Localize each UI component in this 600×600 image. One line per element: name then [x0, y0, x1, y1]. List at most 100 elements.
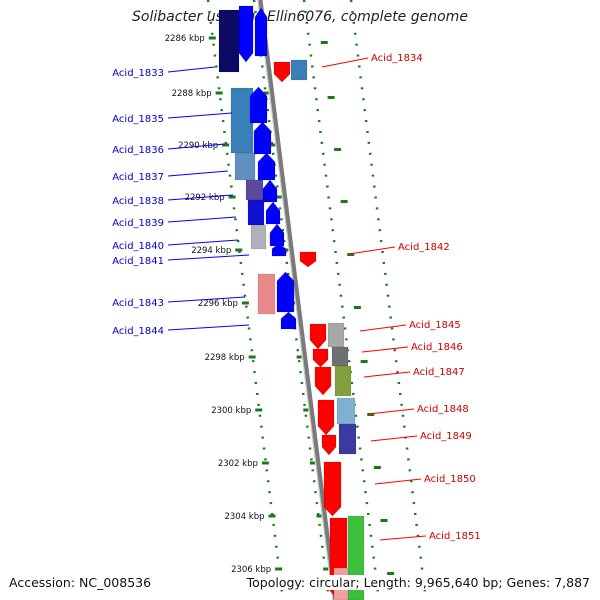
major-tick-right [327, 96, 335, 99]
gene-leader-line [167, 194, 234, 201]
gene-arrow-plus [265, 201, 281, 225]
gene-arrow-minus [273, 61, 291, 83]
major-tick-left [235, 248, 243, 252]
gene-leader-line [167, 112, 233, 119]
major-tick-left [208, 36, 216, 40]
gene-leader-line [379, 535, 427, 541]
cog-box-minus [327, 322, 345, 348]
gene-label-acid-1846[interactable]: Acid_1846 [411, 342, 463, 353]
gene-leader-line [363, 371, 411, 378]
gene-label-acid-1851[interactable]: Acid_1851 [429, 531, 481, 542]
gene-label-acid-1843[interactable]: Acid_1843 [112, 298, 164, 309]
gene-label-acid-1850[interactable]: Acid_1850 [424, 474, 476, 485]
cog-box-plus [257, 273, 276, 315]
gene-arrow-plus [276, 271, 295, 313]
gene-leader-line [370, 435, 418, 442]
gene-arrow-minus [299, 251, 317, 268]
gene-label-acid-1847[interactable]: Acid_1847 [413, 367, 465, 378]
backbone-line [257, 0, 338, 600]
major-tick-right [347, 253, 355, 256]
cog-box-plus [245, 179, 264, 201]
gene-leader-line [167, 66, 216, 73]
map-title: Solibacter usitatus Ellin6076, complete … [132, 9, 468, 25]
major-tick-left [255, 408, 263, 412]
gene-label-acid-1839[interactable]: Acid_1839 [112, 218, 164, 229]
gene-leader-line [167, 170, 229, 177]
major-tick-left [222, 143, 230, 147]
major-tick-right [353, 306, 361, 309]
major-tick-right [334, 148, 342, 151]
kbp-tick-label: 2306 kbp [231, 565, 271, 575]
guide-line-inner-right [302, 0, 381, 600]
major-tick-left [215, 91, 223, 95]
major-tick-inner [316, 514, 322, 518]
gene-arrow-minus [317, 399, 335, 436]
gene-label-acid-1842[interactable]: Acid_1842 [398, 242, 450, 253]
major-tick-right [373, 466, 381, 469]
major-tick-inner [263, 91, 269, 95]
cog-box-minus [290, 59, 308, 81]
gene-arrow-plus [257, 152, 276, 181]
cog-box-plus [234, 152, 256, 181]
gene-leader-line [321, 57, 369, 68]
gene-leader-line [167, 143, 226, 150]
gene-arrow-plus [254, 7, 268, 57]
gene-arrow-minus [314, 366, 332, 396]
cog-box-plus [247, 199, 265, 226]
gene-arrow-minus [312, 348, 329, 368]
kbp-tick-label: 2304 kbp [224, 512, 264, 522]
gene-leader-line [167, 296, 246, 303]
major-tick-inner [296, 355, 302, 359]
gene-leader-line [367, 408, 415, 415]
gene-leader-line [167, 254, 250, 261]
gene-label-acid-1841[interactable]: Acid_1841 [112, 256, 164, 267]
gene-label-acid-1835[interactable]: Acid_1835 [112, 114, 164, 125]
gene-arrow-minus [309, 323, 327, 350]
major-tick-inner [309, 461, 315, 465]
gene-label-acid-1834[interactable]: Acid_1834 [371, 53, 423, 64]
gene-label-acid-1836[interactable]: Acid_1836 [112, 145, 164, 156]
gene-label-acid-1844[interactable]: Acid_1844 [112, 326, 164, 337]
major-tick-left [261, 461, 269, 465]
major-tick-right [367, 413, 375, 416]
gene-arrow-plus [262, 179, 278, 203]
gene-leader-line [348, 246, 396, 255]
gene-arrow-minus [321, 434, 337, 456]
kbp-tick-label: 2294 kbp [191, 246, 231, 256]
gene-label-acid-1833[interactable]: Acid_1833 [112, 68, 164, 79]
gene-leader-line [167, 324, 250, 331]
cog-box-minus [334, 365, 352, 397]
gene-leader-line [167, 216, 237, 223]
gene-leader-line [361, 346, 409, 353]
gene-label-acid-1840[interactable]: Acid_1840 [112, 241, 164, 252]
major-tick-left [228, 195, 236, 199]
gene-leader-line [359, 324, 407, 332]
guide-line-outer-left [206, 0, 285, 600]
gene-arrow-plus [249, 86, 268, 124]
cog-box-minus [336, 397, 356, 425]
kbp-tick-label: 2288 kbp [172, 89, 212, 99]
guide-line-outer-right [349, 0, 428, 600]
gene-arrow-plus [269, 223, 285, 247]
major-tick-right [380, 519, 388, 522]
gene-label-acid-1849[interactable]: Acid_1849 [420, 431, 472, 442]
cog-box-plus [218, 9, 240, 73]
major-tick-left [275, 567, 283, 571]
major-tick-inner [323, 567, 329, 571]
major-tick-inner [276, 195, 282, 199]
gene-label-acid-1838[interactable]: Acid_1838 [112, 196, 164, 207]
gene-arrow-plus [253, 121, 272, 155]
gene-label-acid-1848[interactable]: Acid_1848 [417, 404, 469, 415]
topology-label: Topology: circular; Length: 9,965,640 bp… [246, 575, 590, 590]
gene-leader-line [374, 478, 422, 485]
gene-label-acid-1845[interactable]: Acid_1845 [409, 320, 461, 331]
major-tick-left [268, 514, 276, 518]
cog-box-minus [338, 423, 357, 455]
kbp-tick-label: 2286 kbp [165, 34, 205, 44]
kbp-tick-label: 2292 kbp [185, 193, 225, 203]
kbp-tick-label: 2302 kbp [218, 459, 258, 469]
gene-arrow-plus [280, 311, 297, 330]
gene-label-acid-1837[interactable]: Acid_1837 [112, 172, 164, 183]
kbp-tick-label: 2296 kbp [198, 299, 238, 309]
